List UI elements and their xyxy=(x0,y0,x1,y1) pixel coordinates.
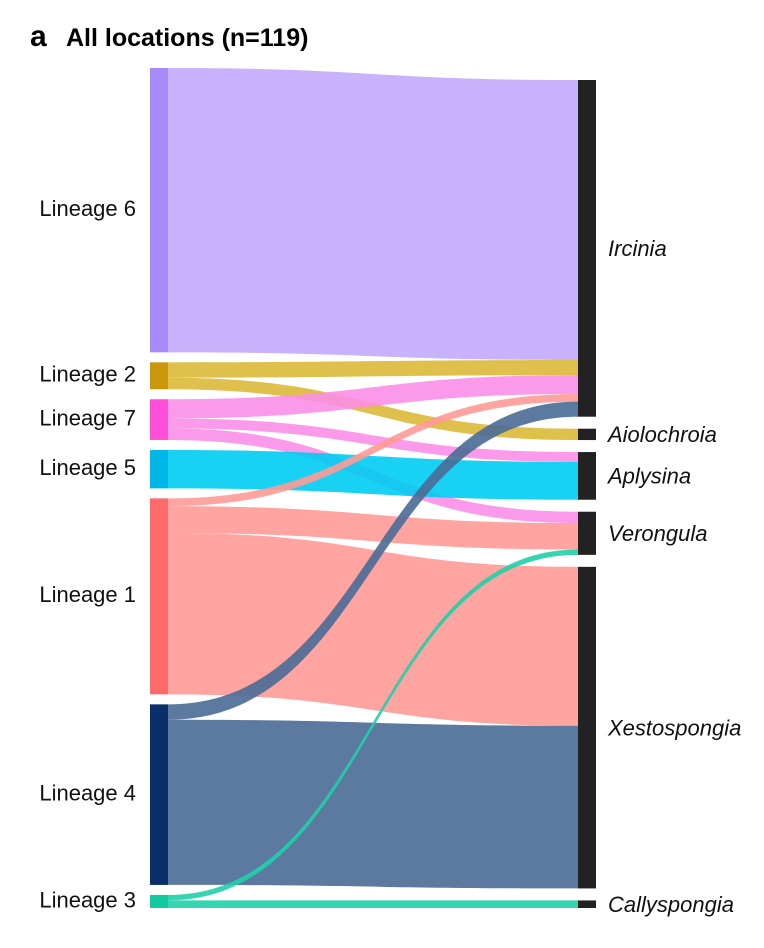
node-callyspongia xyxy=(578,900,596,908)
label-lineage-5: Lineage 5 xyxy=(39,455,136,480)
link-lineage-4-to-xestospongia xyxy=(168,719,578,889)
node-lineage-5 xyxy=(150,449,168,489)
link-lineage-2-to-ircinia xyxy=(168,359,578,378)
node-lineage-1 xyxy=(150,498,168,695)
links-layer xyxy=(168,68,578,908)
label-lineage-1: Lineage 1 xyxy=(39,582,136,607)
label-callyspongia: Callyspongia xyxy=(608,892,734,917)
label-xestospongia: Xestospongia xyxy=(607,715,741,740)
link-lineage-2-to-aiolochroia xyxy=(168,377,578,441)
label-lineage-3: Lineage 3 xyxy=(39,887,136,912)
label-lineage-4: Lineage 4 xyxy=(39,780,136,805)
node-ircinia xyxy=(578,80,596,417)
link-lineage-3-to-callyspongia xyxy=(168,900,578,908)
label-ircinia: Ircinia xyxy=(608,236,667,261)
panel-letter: a xyxy=(30,20,47,53)
link-lineage-1-to-verongula xyxy=(168,506,578,550)
node-lineage-3 xyxy=(150,894,168,908)
link-lineage-4-to-ircinia xyxy=(168,401,578,720)
label-aplysina: Aplysina xyxy=(606,464,691,489)
nodes-layer xyxy=(150,68,596,908)
node-lineage-6 xyxy=(150,68,168,353)
node-verongula xyxy=(578,511,596,555)
node-xestospongia xyxy=(578,566,596,889)
chart-title: All locations (n=119) xyxy=(66,24,309,52)
label-lineage-2: Lineage 2 xyxy=(39,362,136,387)
link-lineage-7-to-aplysina xyxy=(168,418,578,462)
link-lineage-5-to-aplysina xyxy=(168,449,578,500)
label-lineage-7: Lineage 7 xyxy=(39,405,136,430)
link-lineage-7-to-ircinia xyxy=(168,375,578,419)
link-lineage-6-to-ircinia xyxy=(168,68,578,360)
label-aiolochroia: Aiolochroia xyxy=(606,422,717,447)
node-lineage-4 xyxy=(150,704,168,885)
labels-layer: Lineage 6 Lineage 2 Lineage 7 Lineage 5 Line… xyxy=(39,196,741,917)
link-lineage-1-to-ircinia xyxy=(168,394,578,507)
node-aiolochroia xyxy=(578,428,596,441)
label-verongula: Verongula xyxy=(608,521,707,546)
link-lineage-3-to-verongula xyxy=(168,549,578,901)
node-aplysina xyxy=(578,452,596,500)
node-lineage-7 xyxy=(150,399,168,440)
node-lineage-2 xyxy=(150,362,168,390)
label-lineage-6: Lineage 6 xyxy=(39,196,136,221)
